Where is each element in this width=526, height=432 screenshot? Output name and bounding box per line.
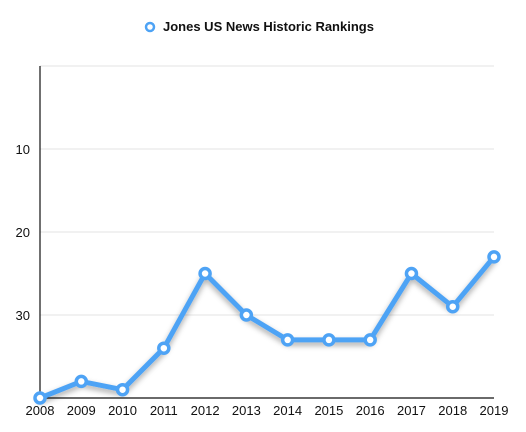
- x-tick-label: 2008: [26, 403, 55, 418]
- data-point: [157, 341, 171, 355]
- data-point: [404, 266, 419, 281]
- x-tick-label: 2018: [438, 403, 467, 418]
- gridlines: [40, 65, 494, 316]
- x-tick-label: 2016: [356, 403, 385, 418]
- x-tick-label: 2017: [397, 403, 426, 418]
- x-tick-label: 2015: [314, 403, 343, 418]
- x-tick-label: 2013: [232, 403, 261, 418]
- series-line: [37, 254, 497, 401]
- x-tick-label: 2019: [480, 403, 509, 418]
- x-tick-label: 2009: [67, 403, 96, 418]
- data-point: [363, 333, 377, 347]
- data-point: [198, 266, 212, 281]
- legend-label: Jones US News Historic Rankings: [163, 19, 374, 34]
- data-point: [115, 382, 130, 397]
- y-axis-ticks: 10 20 30: [16, 142, 30, 323]
- legend: Jones US News Historic Rankings: [144, 19, 374, 34]
- legend-marker: [144, 21, 156, 33]
- data-point: [239, 308, 254, 322]
- x-tick-label: 2011: [150, 403, 178, 418]
- y-tick-label: 20: [16, 225, 30, 240]
- data-points: [33, 250, 501, 405]
- data-point: [322, 333, 336, 347]
- x-tick-label: 2012: [191, 403, 220, 418]
- data-point: [33, 391, 47, 405]
- x-tick-label: 2014: [273, 403, 302, 418]
- y-tick-label: 10: [16, 142, 30, 157]
- data-point: [280, 333, 295, 347]
- data-point: [445, 299, 460, 314]
- data-point: [487, 250, 501, 264]
- x-tick-label: 2010: [108, 403, 137, 418]
- y-tick-label: 30: [16, 308, 30, 323]
- x-axis-ticks: 2008 2009 2010 2011 2012 2013 2014 2015 2016 2017…: [26, 403, 509, 418]
- data-point: [74, 374, 89, 389]
